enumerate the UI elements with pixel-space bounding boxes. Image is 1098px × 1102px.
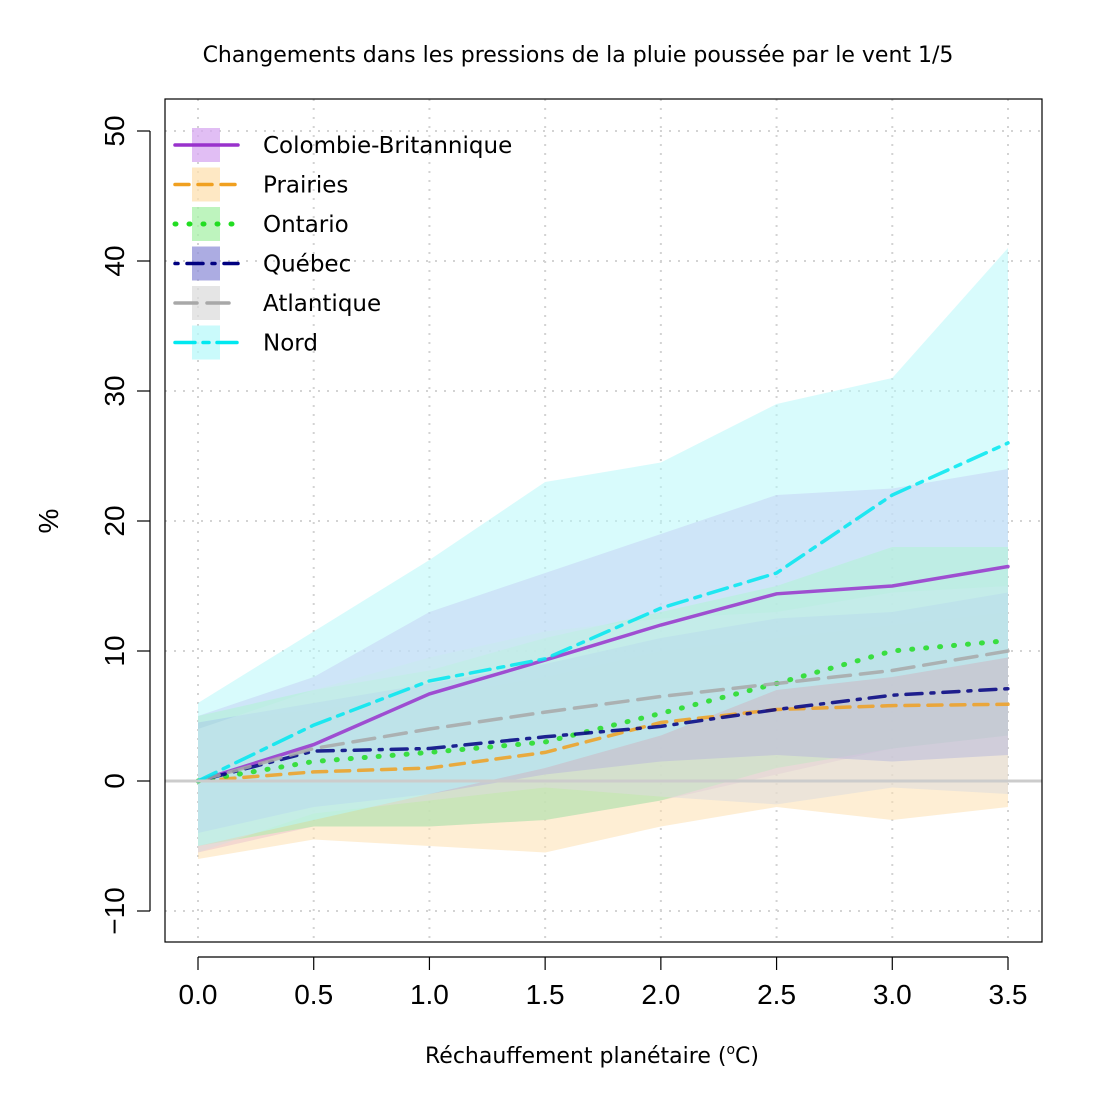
legend-label: Colombie-Britannique bbox=[263, 133, 512, 159]
series-lines bbox=[195, 441, 1011, 784]
x-tick-label: 1.0 bbox=[410, 979, 449, 1010]
confidence-bands bbox=[198, 248, 1008, 859]
series-line-colombie-britannique bbox=[196, 564, 1010, 783]
x-tick-label: 0.5 bbox=[294, 979, 333, 1010]
x-tick-label: 3.0 bbox=[873, 979, 912, 1010]
x-tick-label: 0.0 bbox=[179, 979, 218, 1010]
y-axis: −10 0 10 20 30 40 50 bbox=[99, 115, 151, 935]
chart-title: Changements dans les pressions de la plu… bbox=[203, 43, 954, 68]
legend-label: Nord bbox=[263, 331, 318, 357]
y-axis-label: % bbox=[33, 509, 64, 534]
legend: Colombie-Britannique Prairies Ontario Québe… bbox=[172, 128, 512, 360]
series-line-nord bbox=[196, 441, 1010, 783]
series-line-qu-bec bbox=[196, 686, 1010, 783]
x-tick-label: 1.5 bbox=[526, 979, 565, 1010]
legend-label: Québec bbox=[263, 252, 351, 278]
x-tick-label: 2.5 bbox=[757, 979, 796, 1010]
legend-label: Ontario bbox=[263, 212, 349, 238]
plot-frame bbox=[164, 98, 1043, 943]
x-tick-label: 2.0 bbox=[641, 979, 680, 1010]
x-axis: 0.0 0.5 1.0 1.5 2.0 2.5 3.0 3.5 bbox=[179, 956, 1028, 1010]
band-nord bbox=[198, 248, 1008, 846]
legend-label: Atlantique bbox=[263, 291, 381, 317]
y-tick-label: 40 bbox=[99, 245, 130, 276]
y-tick-label: 10 bbox=[99, 635, 130, 666]
series-line-prairies bbox=[196, 702, 1010, 783]
y-tick-label: 20 bbox=[99, 505, 130, 536]
series-line-atlantique bbox=[196, 649, 1010, 783]
y-tick-label: 30 bbox=[99, 375, 130, 406]
x-tick-label: 3.5 bbox=[989, 979, 1028, 1010]
legend-label: Prairies bbox=[263, 173, 348, 199]
y-tick-label: 0 bbox=[99, 773, 130, 789]
x-axis-label: Réchauffement planétaire (oC) bbox=[425, 1042, 759, 1069]
y-tick-label: 50 bbox=[99, 115, 130, 146]
series-line-ontario bbox=[195, 638, 1011, 784]
y-tick-label: −10 bbox=[99, 887, 130, 935]
